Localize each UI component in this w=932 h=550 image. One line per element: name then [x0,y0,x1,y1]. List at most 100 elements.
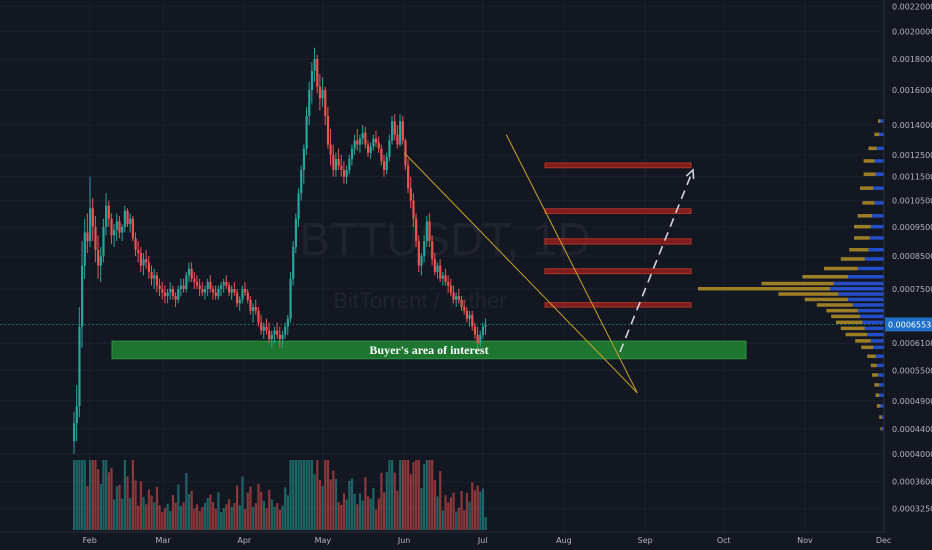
candle-body [412,200,415,219]
candle-body [399,121,402,145]
candle-body [369,146,372,153]
candle-body [417,241,420,266]
volume-bar [227,499,231,530]
candle-body [340,165,343,170]
candle-body [161,288,164,293]
volume-bar [465,492,469,530]
volume-bar [380,472,383,530]
profile-bar-down [876,404,881,408]
candle-body [195,282,199,286]
candle-body [444,275,447,283]
candle-body [302,148,306,170]
profile-bar-up [869,236,884,240]
volume-bar [292,460,295,530]
x-tick-label: Aug [556,536,572,545]
candle-body [337,159,340,166]
candle-body [441,275,444,279]
volume-bar [457,507,461,530]
volume-bar [236,485,239,530]
y-tick-label: 0.0004000 [892,450,932,459]
candle-body [313,59,316,72]
candle-body [439,265,442,279]
volume-bar [153,502,156,530]
volume-bar [436,496,439,530]
candle-body [473,326,477,335]
volume-bar [399,460,402,530]
volume-bar [246,492,249,530]
price-axis[interactable]: 0.0022000 0.0020000 0.0018000 0.0016000 0.00… [883,0,932,532]
volume-bar [94,460,97,530]
volume-bar [441,510,444,530]
volume-bar [195,504,199,530]
volume-bar [479,491,482,530]
candle-body [126,210,129,225]
candle-body [94,226,97,251]
candle-body [230,288,233,293]
volume-bar [113,499,116,530]
candle-body [324,90,327,116]
profile-bar-down [867,354,876,358]
profile-bar-up [870,339,884,343]
candle-body [321,90,324,99]
candle-body [423,241,426,257]
volume-bar [428,460,431,530]
candle-body [145,259,148,263]
volume-bar [404,460,407,530]
volume-bar [348,480,351,530]
candle-body [107,205,110,219]
volume-bar [342,493,346,530]
volume-bar [270,499,273,530]
profile-bar-down [831,314,860,319]
candle-body [308,90,311,116]
candle-body [353,140,356,149]
profile-bar-up [830,286,884,291]
candle-body [182,285,185,289]
volume-bar [158,505,161,530]
projection-line [619,169,694,353]
candle-body [329,144,332,155]
y-tick-label: 0.0010500 [892,197,932,206]
volume-bar [407,460,410,530]
resistance-zone [544,302,692,308]
candle-body [134,238,137,251]
volume-bar [396,490,399,530]
last-price-box [885,317,932,332]
volume-bar [276,502,279,530]
candle-body [366,144,370,153]
volume-profile [698,119,884,431]
volume-bar [415,460,418,530]
candle-body [97,250,100,266]
time-axis[interactable]: Feb Mar Apr May Jun Jul Aug Sep Oct Nov Dec [0,531,891,545]
candle-body [270,334,273,339]
candle-body [163,292,167,297]
volume-bar [185,473,188,530]
profile-bar-up [867,332,884,337]
candle-body [377,142,380,149]
candle-body [158,285,161,289]
resistance-zone [544,162,692,169]
profile-bar-down [863,172,876,176]
candle-body [174,296,177,300]
volume-bar [294,460,298,530]
volume-bar [115,486,118,530]
candle-body [110,218,113,236]
volume-bar [471,482,474,530]
candle-body [409,188,412,201]
volume-bar [110,467,113,530]
y-tick-label: 0.0020000 [892,27,932,36]
volume-bar [332,470,335,530]
volume-bar [439,471,442,530]
profile-bar-up [875,172,884,176]
profile-bar-down [870,363,877,368]
volume-bar [423,464,426,530]
candle-body [388,140,391,157]
candle-body [318,86,322,99]
volume-bar [460,491,463,530]
volume-bar [420,488,423,530]
profile-bar-up [879,383,884,387]
profile-bar-down [804,297,848,302]
profile-bar-down [849,248,869,252]
candle-body [476,334,479,344]
candle-body [238,299,241,304]
